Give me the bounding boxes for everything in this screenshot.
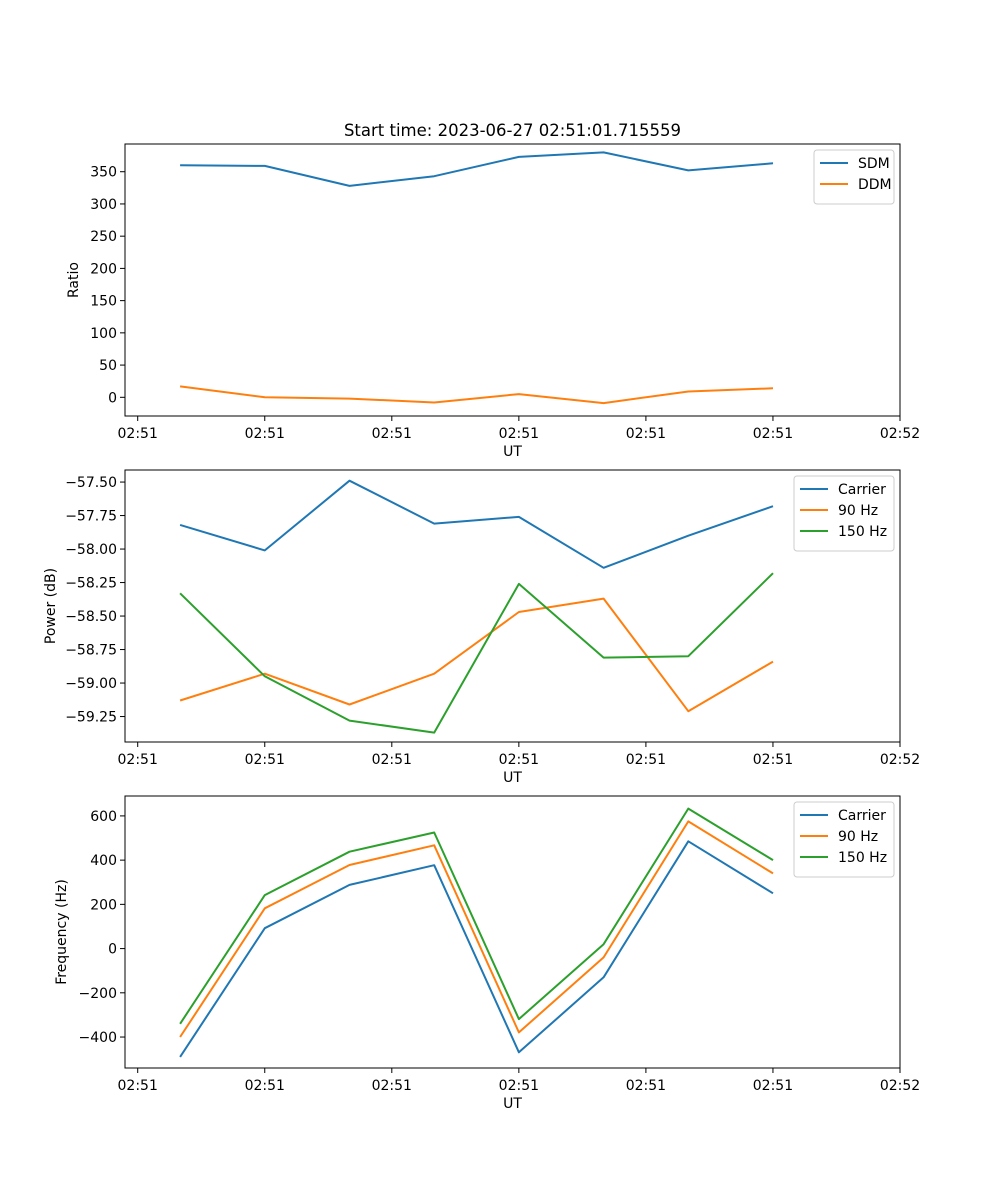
legend-label: 150 Hz: [838, 850, 887, 866]
axes-frame: [124, 469, 901, 743]
x-axis-label: UT: [503, 444, 522, 460]
x-tick-label: 02:52: [880, 426, 920, 442]
x-tick-label: 02:51: [118, 1078, 158, 1094]
series-line-sdm: [180, 151, 774, 187]
y-axis-label: Power (dB): [43, 568, 59, 644]
x-tick-label: 02:51: [499, 426, 539, 442]
x-tick-label: 02:51: [372, 752, 412, 768]
axes-frame: [124, 143, 901, 417]
x-tick-label: 02:51: [626, 1078, 666, 1094]
series-line-90-hz: [179, 820, 774, 1038]
x-tick-label: 02:51: [118, 752, 158, 768]
figure-title: Start time: 2023-06-27 02:51:01.715559: [344, 121, 681, 140]
x-tick-label: 02:51: [245, 752, 285, 768]
y-tick-label: −200: [79, 986, 117, 1002]
y-tick-label: −57.50: [65, 475, 117, 491]
legend-label: 150 Hz: [838, 524, 887, 540]
legend: Carrier 90 Hz 150 Hz: [793, 475, 895, 552]
series-line-ddm: [179, 385, 774, 405]
x-axis-label: UT: [503, 1096, 522, 1112]
y-tick-label: −58.50: [65, 609, 117, 625]
legend: SDM DDM: [813, 149, 895, 205]
y-tick-label: −59.25: [65, 710, 117, 726]
series-line-90-hz: [179, 597, 774, 713]
series-line-carrier: [179, 479, 774, 569]
subplot-1: 02:51 02:51 02:51 02:51 02:51 02:51 02:52 0 50 10…: [66, 143, 920, 460]
x-tick-label: 02:51: [753, 752, 793, 768]
y-tick-label: 0: [108, 390, 117, 406]
series-line-150-hz: [179, 807, 774, 1025]
legend-label: 90 Hz: [838, 503, 878, 519]
legend-label: Carrier: [838, 808, 886, 824]
legend-label: Carrier: [838, 482, 886, 498]
x-tick-label: 02:51: [372, 426, 412, 442]
legend-label: SDM: [858, 156, 890, 172]
y-tick-label: 600: [90, 809, 117, 825]
x-tick-label: 02:52: [880, 752, 920, 768]
y-tick-label: 200: [90, 897, 117, 913]
legend: Carrier 90 Hz 150 Hz: [793, 801, 895, 878]
y-tick-label: −400: [79, 1030, 117, 1046]
x-tick-label: 02:51: [626, 426, 666, 442]
x-tick-label: 02:51: [626, 752, 666, 768]
series-line-carrier: [179, 840, 774, 1058]
y-axis-label: Ratio: [66, 262, 82, 298]
y-tick-label: −58.00: [65, 542, 117, 558]
y-tick-label: 200: [90, 261, 117, 277]
x-tick-label: 02:51: [499, 1078, 539, 1094]
x-tick-label: 02:51: [118, 426, 158, 442]
x-tick-label: 02:52: [880, 1078, 920, 1094]
x-tick-label: 02:51: [753, 1078, 793, 1094]
y-tick-label: −57.75: [65, 509, 117, 525]
x-tick-label: 02:51: [245, 1078, 285, 1094]
y-tick-label: 300: [90, 197, 117, 213]
x-tick-label: 02:51: [499, 752, 539, 768]
y-tick-label: −58.25: [65, 576, 117, 592]
x-axis-label: UT: [503, 770, 522, 786]
y-tick-label: −58.75: [65, 643, 117, 659]
subplot-2: 02:51 02:51 02:51 02:51 02:51 02:51 02:52 −59.2…: [43, 469, 920, 786]
y-tick-label: −59.00: [65, 676, 117, 692]
legend-label: 90 Hz: [838, 829, 878, 845]
x-tick-label: 02:51: [372, 1078, 412, 1094]
legend-box: [793, 475, 895, 552]
y-tick-label: 400: [90, 853, 117, 869]
x-tick-label: 02:51: [245, 426, 285, 442]
y-axis-label: Frequency (Hz): [54, 879, 70, 985]
y-tick-label: 50: [99, 358, 117, 374]
y-tick-label: 350: [90, 165, 117, 181]
subplot-3: 02:51 02:51 02:51 02:51 02:51 02:51 02:52 −400 −…: [54, 795, 920, 1112]
x-tick-label: 02:51: [753, 426, 793, 442]
y-tick-label: 0: [108, 942, 117, 958]
y-tick-label: 100: [90, 326, 117, 342]
axes-frame: [124, 795, 901, 1069]
y-tick-label: 150: [90, 294, 117, 310]
y-tick-label: 250: [90, 229, 117, 245]
legend-label: DDM: [858, 177, 892, 193]
series-line-150-hz: [179, 572, 774, 734]
legend-box: [793, 801, 895, 878]
